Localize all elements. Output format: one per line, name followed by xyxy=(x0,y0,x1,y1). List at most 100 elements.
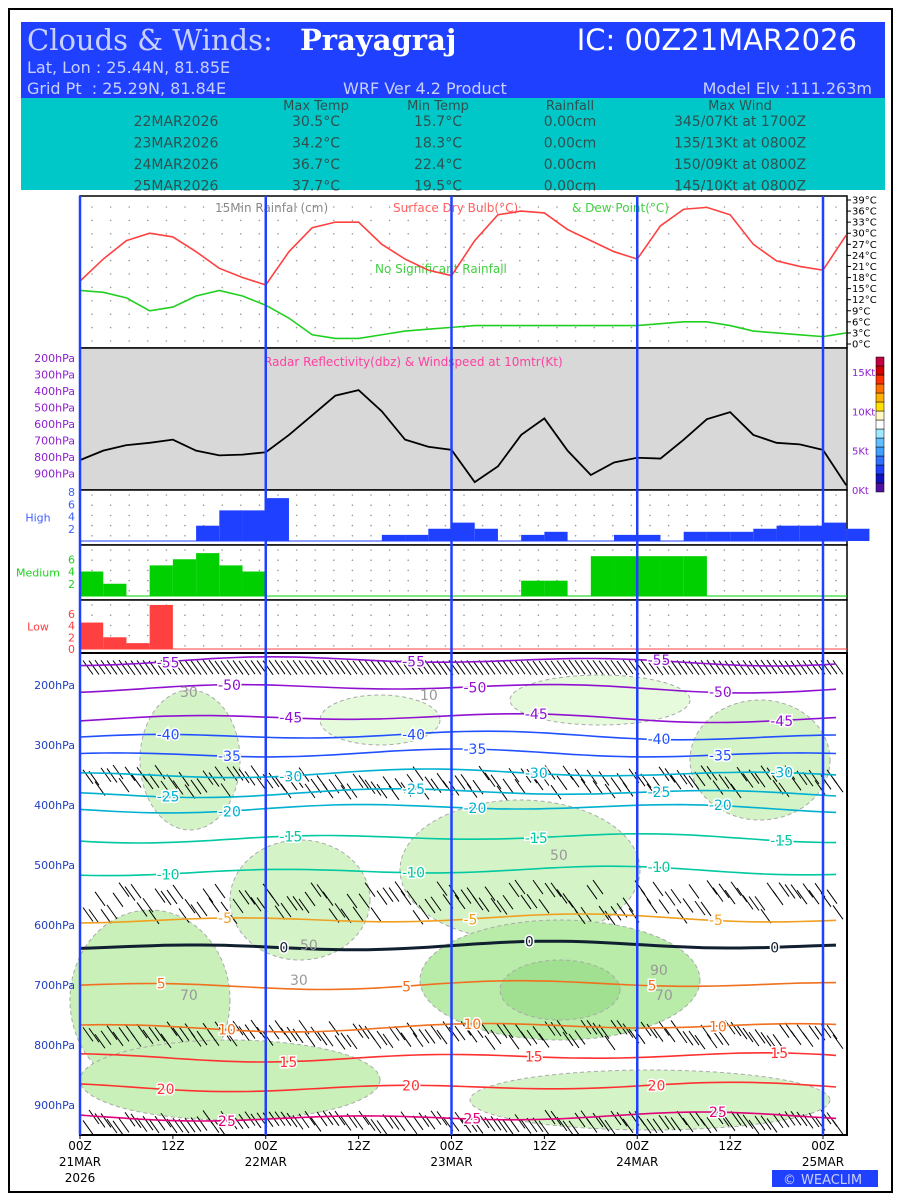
isotherm-label: -40 xyxy=(157,727,180,743)
wind-barb xyxy=(352,1023,364,1038)
wind-barb xyxy=(778,1023,790,1038)
isotherm-label: 20 xyxy=(157,1082,175,1098)
row-value: 18.3°C xyxy=(414,136,462,152)
wind-barb xyxy=(130,773,142,788)
isotherm-label: 10 xyxy=(464,1017,482,1033)
wind-barb xyxy=(700,1118,712,1134)
grid-dot xyxy=(147,514,149,517)
grid-dot xyxy=(147,206,149,208)
grid-dot xyxy=(649,313,651,316)
wind-barb xyxy=(694,1034,706,1050)
wind-barb xyxy=(310,778,322,794)
grid-dot xyxy=(109,233,112,235)
grid-dot xyxy=(630,514,633,517)
grid-dot xyxy=(630,286,633,289)
grid-dot xyxy=(630,524,633,527)
grid-dot xyxy=(444,286,447,289)
isotherm-label: 15 xyxy=(525,1049,543,1065)
wind-barb xyxy=(532,1026,544,1041)
wind-barb xyxy=(766,659,778,675)
grid-dot xyxy=(649,219,651,222)
cloud-bar xyxy=(614,534,638,541)
temp-tick-label: 30°C xyxy=(852,229,877,240)
grid-dot xyxy=(295,273,298,275)
row-value: 34.2°C xyxy=(292,136,340,152)
grid-dot xyxy=(426,233,428,235)
grid-dot xyxy=(370,259,372,262)
wind-barb xyxy=(712,887,724,902)
grid-dot xyxy=(519,259,521,262)
isotherm-label: -30 xyxy=(279,769,302,785)
wind-barb xyxy=(670,660,682,675)
grid-dot xyxy=(388,604,391,606)
wind-barb xyxy=(268,772,280,788)
grid-dot xyxy=(630,233,633,235)
wind-barb xyxy=(304,1032,316,1047)
grid-dot xyxy=(742,340,744,342)
no-rainfall-annotation: No Significant Rainfall xyxy=(375,262,507,276)
grid-dot xyxy=(816,494,819,496)
isotherm-label: -25 xyxy=(402,782,425,798)
wind-barb xyxy=(586,1118,598,1133)
wind-barb xyxy=(736,1024,748,1040)
wind-barb xyxy=(832,777,844,793)
grid-dot xyxy=(519,559,521,561)
grid-dot xyxy=(426,524,428,527)
grid-dot xyxy=(481,524,484,527)
isotherm-label: 25 xyxy=(464,1112,482,1128)
wind-barb xyxy=(178,771,190,787)
grid-dot xyxy=(612,233,614,235)
grid-dot xyxy=(705,549,707,551)
grid-dot xyxy=(705,300,707,302)
grid-dot xyxy=(240,259,242,262)
grid-dot xyxy=(109,624,112,627)
grid-dot xyxy=(723,559,726,561)
wind-barb xyxy=(358,660,370,675)
wind-barb xyxy=(280,902,292,918)
grid-dot xyxy=(537,624,540,627)
grid-dot xyxy=(277,494,279,496)
grid-dot xyxy=(481,219,484,222)
grid-dot xyxy=(723,645,726,647)
grid-dot xyxy=(816,549,819,551)
grid-dot xyxy=(649,233,651,235)
grid-dot xyxy=(537,524,540,527)
isotherm-label: -15 xyxy=(525,831,548,847)
grid-dot xyxy=(202,233,205,235)
grid-dot xyxy=(667,313,670,316)
grid-dot xyxy=(444,579,447,582)
wind-barb xyxy=(94,1033,106,1049)
grid-dot xyxy=(742,219,744,222)
isotherm-label: 0 xyxy=(770,940,779,956)
wind-barb xyxy=(736,887,748,903)
temp-tick-label: 18°C xyxy=(852,273,877,284)
grid-dot xyxy=(705,645,707,647)
wind-barb xyxy=(772,1034,784,1049)
grid-dot xyxy=(277,559,279,561)
isotherm-label: -20 xyxy=(218,805,241,821)
grid-dot xyxy=(816,614,819,616)
grid-dot xyxy=(370,326,372,329)
reflectivity-colorbar-cell xyxy=(875,410,885,421)
grid-dot xyxy=(742,569,744,572)
grid-dot xyxy=(500,590,503,592)
grid-dot xyxy=(798,634,800,637)
grid-dot xyxy=(370,604,372,606)
grid-dot xyxy=(835,219,837,222)
grid-dot xyxy=(630,300,633,302)
cloud-bars-medium xyxy=(80,553,707,596)
row-value: 0.00cm xyxy=(544,114,597,130)
grid-dot xyxy=(463,494,465,496)
grid-dot xyxy=(370,590,372,592)
grid-dot xyxy=(333,504,335,507)
grid-dot xyxy=(407,340,410,342)
grid-dot xyxy=(593,535,595,537)
cloud-bar xyxy=(544,580,568,596)
wind-barb xyxy=(130,660,142,675)
grid-dot xyxy=(351,614,354,616)
wind-barb xyxy=(298,1113,310,1129)
wind-barb xyxy=(82,660,94,675)
cloud-tick-label: 2 xyxy=(68,631,75,644)
grid-dot xyxy=(798,494,800,496)
grid-dot xyxy=(165,494,168,496)
